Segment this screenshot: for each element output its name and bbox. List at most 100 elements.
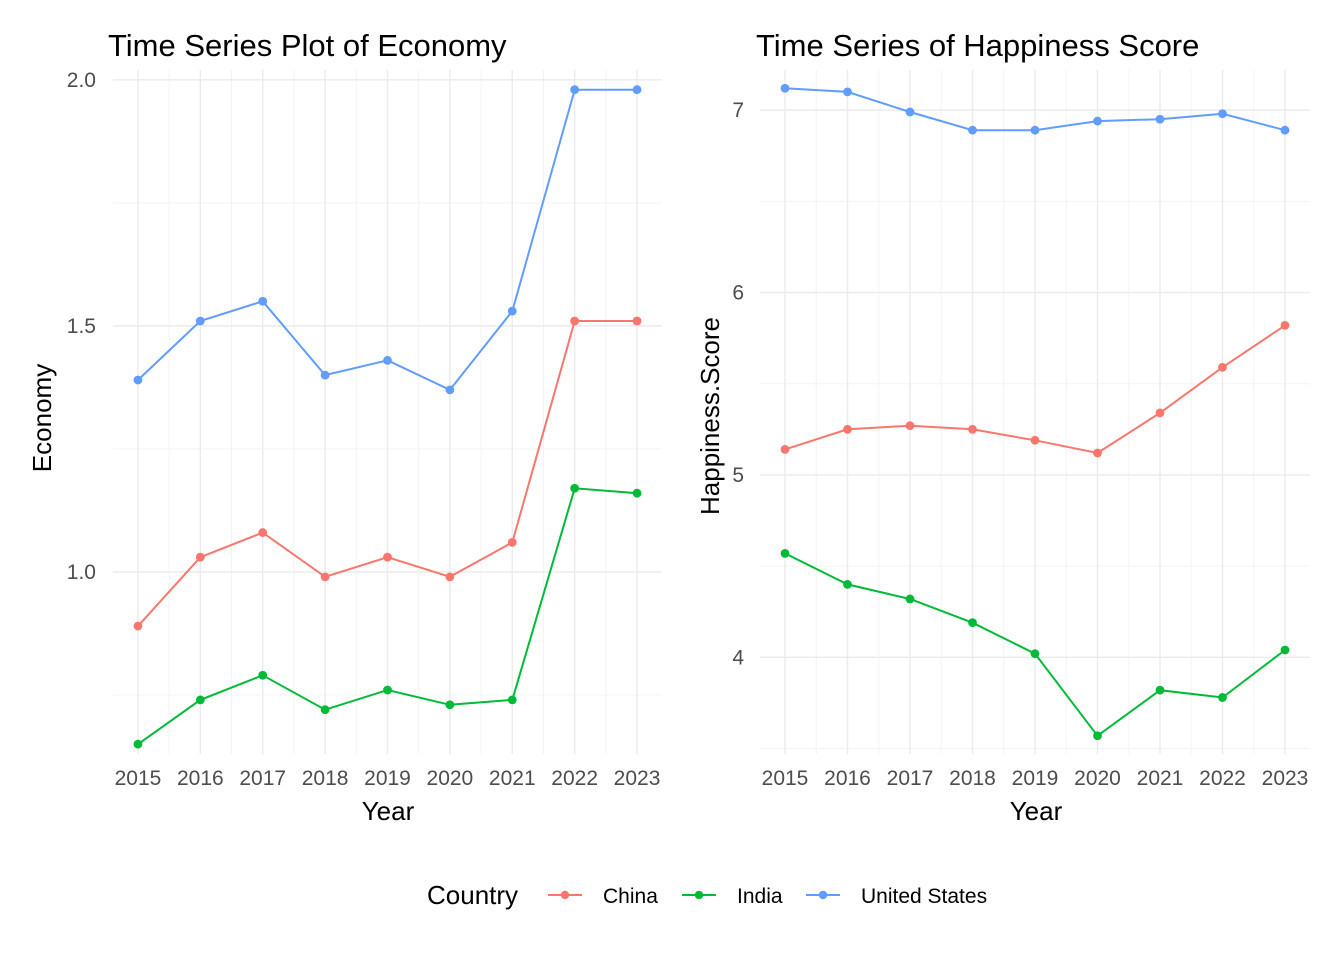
happiness-point-china-2023 [1280, 320, 1290, 330]
happiness-point-india-2022 [1218, 693, 1227, 702]
economy-x-tick-label: 2017 [239, 767, 286, 790]
happiness-panel: Time Series of Happiness Score 2015 2016 2… [695, 28, 1310, 826]
legend-item-china: China [548, 885, 658, 908]
happiness-point-india-2017 [905, 594, 915, 604]
economy-grid [113, 70, 662, 754]
economy-x-tick-label: 2020 [427, 767, 474, 790]
happiness-y-tick-label: 7 [732, 99, 744, 122]
economy-point-india-2019 [383, 685, 392, 695]
economy-point-united-states-2017 [258, 296, 268, 306]
economy-point-china-2018 [320, 572, 330, 582]
legend-label-united-states: United States [861, 885, 987, 908]
legend: Country China India United States [427, 880, 987, 910]
legend-item-india: India [682, 885, 783, 908]
economy-point-india-2022 [570, 483, 580, 493]
legend-key-united-states-point [818, 890, 828, 900]
economy-x-tick-label: 2021 [489, 767, 536, 790]
economy-point-united-states-2018 [320, 370, 330, 380]
economy-point-united-states-2020 [445, 385, 455, 395]
economy-y-tick-label: 2.0 [67, 69, 96, 92]
economy-point-china-2016 [195, 552, 205, 562]
happiness-point-china-2018 [968, 424, 977, 434]
happiness-point-india-2018 [968, 618, 977, 628]
happiness-point-india-2015 [780, 548, 790, 558]
happiness-point-india-2021 [1155, 685, 1165, 695]
legend-label-china: China [603, 885, 658, 908]
economy-point-united-states-2022 [570, 85, 580, 95]
happiness-x-tick-label: 2023 [1262, 767, 1309, 790]
economy-x-tick-label: 2015 [115, 767, 162, 790]
economy-x-axis-title: Year [362, 796, 415, 826]
legend-label-india: India [737, 885, 783, 908]
economy-point-india-2017 [258, 670, 268, 680]
happiness-y-tick-label: 6 [732, 282, 744, 305]
economy-y-tick-label: 1.5 [67, 315, 96, 338]
economy-point-united-states-2023 [632, 85, 642, 95]
legend-title: Country [427, 880, 518, 910]
happiness-point-china-2019 [1030, 435, 1040, 445]
happiness-point-china-2021 [1155, 408, 1165, 418]
economy-point-china-2023 [632, 316, 642, 326]
happiness-point-united-states-2016 [843, 87, 852, 97]
economy-x-tick-label: 2022 [551, 767, 598, 790]
economy-panel: Time Series Plot of Economy 2015 2016 2017… [27, 28, 662, 826]
economy-point-china-2022 [570, 316, 580, 326]
happiness-point-china-2020 [1093, 448, 1102, 458]
economy-point-india-2015 [133, 739, 143, 749]
happiness-point-united-states-2015 [780, 83, 790, 93]
economy-point-china-2015 [133, 621, 143, 631]
happiness-x-tick-label: 2017 [887, 767, 934, 790]
happiness-ticks: 2015 2016 2017 2018 2019 2020 2021 2022 2023 4 5 6 7 [732, 99, 1308, 790]
economy-chart-title: Time Series Plot of Economy [108, 28, 507, 63]
happiness-x-tick-label: 2021 [1137, 767, 1184, 790]
economy-point-china-2017 [258, 528, 268, 537]
economy-point-india-2020 [445, 700, 455, 710]
happiness-y-tick-label: 4 [732, 646, 744, 669]
happiness-x-axis-title: Year [1010, 796, 1063, 826]
happiness-x-tick-label: 2022 [1199, 767, 1246, 790]
happiness-y-axis-title: Happiness.Score [695, 317, 725, 515]
economy-point-china-2020 [445, 572, 455, 582]
legend-key-china-point [560, 890, 570, 900]
economy-x-tick-label: 2019 [364, 767, 411, 790]
happiness-point-india-2016 [843, 579, 852, 589]
happiness-point-united-states-2019 [1030, 125, 1040, 135]
economy-x-tick-label: 2018 [302, 767, 349, 790]
happiness-x-tick-label: 2018 [949, 767, 996, 790]
economy-point-india-2021 [507, 695, 517, 705]
economy-x-tick-label: 2016 [177, 767, 224, 790]
economy-point-united-states-2015 [133, 375, 143, 385]
happiness-point-united-states-2021 [1155, 114, 1165, 124]
happiness-marks [780, 83, 1290, 741]
happiness-x-tick-label: 2015 [762, 767, 809, 790]
economy-point-china-2021 [507, 538, 517, 547]
happiness-chart-title: Time Series of Happiness Score [756, 28, 1199, 63]
happiness-y-tick-label: 5 [732, 464, 744, 487]
legend-item-united-states: United States [806, 885, 987, 908]
economy-point-united-states-2021 [507, 306, 517, 316]
happiness-point-india-2023 [1280, 645, 1290, 655]
legend-key-india-point [694, 890, 704, 900]
happiness-point-united-states-2020 [1093, 116, 1102, 126]
happiness-point-china-2016 [843, 424, 852, 434]
economy-marks [133, 85, 642, 749]
happiness-point-united-states-2022 [1218, 109, 1227, 119]
economy-point-india-2023 [632, 488, 642, 498]
economy-x-tick-label: 2023 [614, 767, 661, 790]
happiness-point-china-2017 [905, 421, 915, 431]
happiness-point-china-2022 [1218, 362, 1227, 372]
economy-point-india-2016 [195, 695, 205, 705]
happiness-x-tick-label: 2016 [824, 767, 871, 790]
happiness-x-tick-label: 2020 [1074, 767, 1121, 790]
happiness-point-india-2019 [1030, 649, 1040, 659]
economy-point-china-2019 [383, 552, 392, 562]
happiness-point-india-2020 [1093, 731, 1102, 741]
economy-point-united-states-2016 [195, 316, 205, 326]
happiness-x-tick-label: 2019 [1012, 767, 1059, 790]
happiness-point-united-states-2023 [1280, 125, 1290, 135]
happiness-point-china-2015 [780, 444, 790, 454]
economy-point-india-2018 [320, 705, 330, 715]
happiness-point-united-states-2017 [905, 107, 915, 117]
economy-ticks: 2015 2016 2017 2018 2019 2020 2021 2022 2023 1.0 1… [67, 69, 661, 790]
